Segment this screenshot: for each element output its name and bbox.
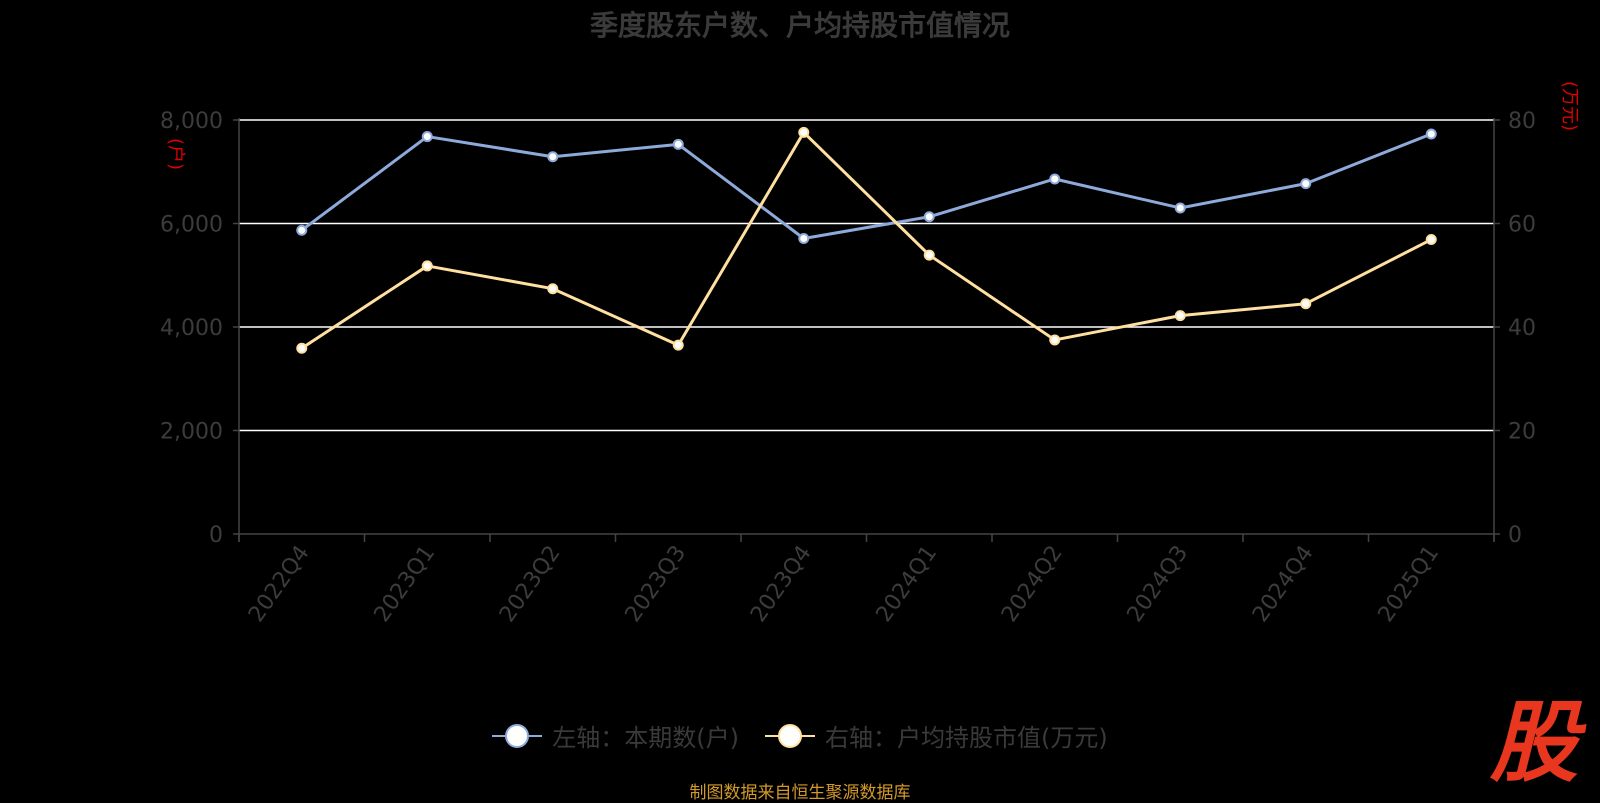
series-1-point-2024Q2 [1049,334,1061,346]
series-1-point-2023Q2 [547,283,559,295]
right-axis-unit: (万元) [1559,81,1580,131]
left-tick-label-3: 6,000 [160,213,223,238]
series-1-point-2024Q4 [1300,298,1312,310]
series-1-point-2024Q1 [923,249,935,261]
legend-item-households[interactable]: 左轴：本期数(户) [492,718,739,753]
series-1-point-2024Q3 [1174,310,1186,322]
series-1-point-2022Q4 [296,342,308,354]
left-tick-label-4: 8,000 [160,109,223,134]
series-1-point-2023Q1 [421,260,433,272]
left-axis-unit: (户) [165,138,186,170]
legend-label-avg-value: 右轴：户均持股市值(万元) [825,724,1108,752]
series-0-point-2023Q1 [421,131,433,143]
left-tick-label-0: 0 [209,523,223,548]
legend-label-households: 左轴：本期数(户) [552,724,739,752]
source-note: 制图数据来自恒生聚源数据库 [689,783,911,803]
x-tick-label-2024Q1: 2024Q1 [872,541,943,627]
series-1-point-2023Q3 [672,339,684,351]
right-tick-label-2: 40 [1508,316,1536,341]
series-0-point-2023Q2 [547,151,559,163]
right-tick-label-4: 80 [1508,109,1536,134]
chart-plot-area: 0 2,000 4,000 6,000 8,000 0 20 40 60 80 (户) (万元) 202… [160,81,1580,627]
legend-marker-avg-value [765,723,815,748]
series-0-point-2025Q1 [1425,128,1437,140]
x-tick-label-2025Q1: 2025Q1 [1374,541,1445,627]
right-tick-label-0: 0 [1508,523,1522,548]
series-0-point-2022Q4 [296,224,308,236]
x-tick-label-2024Q2: 2024Q2 [997,541,1068,627]
left-tick-label-2: 4,000 [160,316,223,341]
x-tick-label-2023Q3: 2023Q3 [621,541,692,627]
x-tick-label-2023Q2: 2023Q2 [495,541,566,627]
x-tick-label-2024Q4: 2024Q4 [1248,541,1319,627]
x-tick-label-2023Q1: 2023Q1 [370,541,441,627]
series-0-point-2023Q3 [672,138,684,150]
legend: 左轴：本期数(户) 右轴：户均持股市值(万元) [0,718,1600,753]
series-0-point-2024Q3 [1174,202,1186,214]
legend-item-avg-value[interactable]: 右轴：户均持股市值(万元) [765,718,1108,753]
brand-logo: 股 [1489,690,1578,794]
series-0-point-2024Q4 [1300,178,1312,190]
right-tick-label-1: 20 [1508,420,1536,445]
series-line-1 [300,130,1432,350]
series-0-point-2024Q1 [923,211,935,223]
series-1-point-2025Q1 [1425,234,1437,246]
x-tick-label-2024Q3: 2024Q3 [1123,541,1194,627]
right-tick-label-3: 60 [1508,213,1536,238]
series-0-point-2024Q2 [1049,173,1061,185]
legend-marker-households [492,723,543,748]
x-tick-label-2022Q4: 2022Q4 [244,541,315,627]
left-tick-label-1: 2,000 [160,420,223,445]
series-0-point-2023Q4 [798,233,810,245]
chart-title: 季度股东户数、户均持股市值情况 [589,9,1010,42]
series-line-0 [300,132,1432,241]
series-1-point-2023Q4 [798,126,810,138]
x-tick-label-2023Q4: 2023Q4 [746,541,817,627]
